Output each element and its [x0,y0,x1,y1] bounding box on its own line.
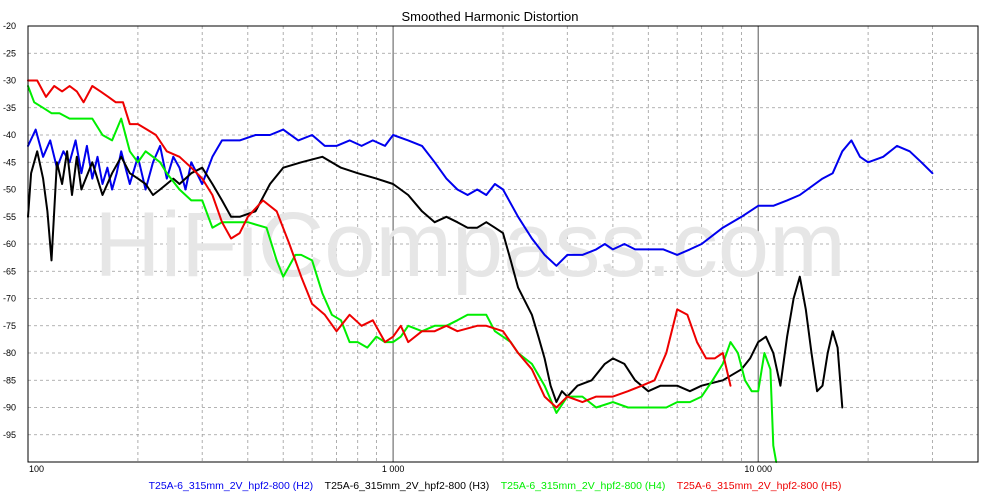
y-tick-label: -70 [3,294,16,304]
y-tick-label: -40 [3,130,16,140]
legend-entry-1: T25A-6_315mm_2V_hpf2-800 (H2) [149,480,314,492]
y-tick-label: -25 [3,48,16,58]
y-tick-label: -85 [3,375,16,385]
y-tick-label: -90 [3,403,16,413]
series-line-4 [27,79,732,409]
legend: T25A-6_315mm_2V_hpf2-800 (H2) T25A-6_315… [149,480,842,492]
y-tick-label: -50 [3,185,16,195]
series-line-3 [27,85,778,463]
series-line-1 [27,128,934,267]
watermark: HiFiCompass.com [94,194,845,296]
legend-entry-2: T25A-6_315mm_2V_hpf2-800 (H3) [313,480,489,492]
y-tick-label: -45 [3,157,16,167]
y-tick-label: -20 [3,21,16,31]
x-tick-label: 1 000 [382,464,405,474]
x-axis-tick-labels: 100 1 000 10 000 [29,464,772,474]
y-tick-label: -30 [3,76,16,86]
y-tick-label: -75 [3,321,16,331]
y-tick-label: -60 [3,239,16,249]
y-tick-label: -55 [3,212,16,222]
y-axis-tick-labels: -20 -25 -30 -35 -40 -45 -50 -55 -60 -65 -70 -75 -80 -… [3,21,16,440]
chart-title: Smoothed Harmonic Distortion [401,9,578,24]
x-tick-label: 10 000 [744,464,772,474]
legend-entry-4: T25A-6_315mm_2V_hpf2-800 (H5) [665,480,841,492]
x-tick-label: 100 [29,464,44,474]
legend-entry-3: T25A-6_315mm_2V_hpf2-800 (H4) [489,480,665,492]
y-tick-label: -95 [3,430,16,440]
y-tick-label: -65 [3,266,16,276]
y-tick-label: -35 [3,103,16,113]
y-tick-label: -80 [3,348,16,358]
series-line-2 [27,150,844,409]
series-lines [27,79,934,463]
plot-frame [27,25,979,463]
